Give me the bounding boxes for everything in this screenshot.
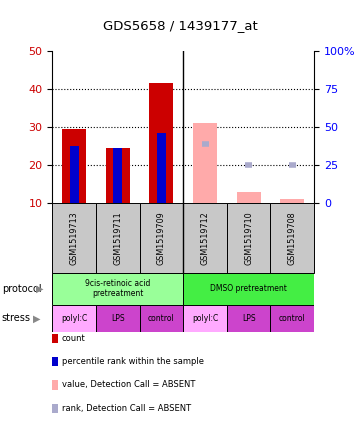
Text: polyI:C: polyI:C [192,314,218,323]
Bar [227,305,270,332]
Bar [96,203,140,273]
Bar [149,83,173,203]
Text: DMSO pretreatment: DMSO pretreatment [210,284,287,293]
Bar [140,203,183,273]
Text: control: control [148,314,175,323]
Bar [237,192,261,203]
Text: protocol: protocol [2,284,42,294]
Bar [157,133,166,203]
Bar [52,305,96,332]
Bar [270,203,314,273]
Text: GDS5658 / 1439177_at: GDS5658 / 1439177_at [103,19,258,32]
Text: value, Detection Call = ABSENT: value, Detection Call = ABSENT [61,380,195,390]
Bar [52,203,96,273]
Text: LPS: LPS [111,314,125,323]
Bar [70,146,79,203]
Bar [96,305,140,332]
Text: control: control [279,314,306,323]
Text: rank, Detection Call = ABSENT: rank, Detection Call = ABSENT [61,404,191,413]
Bar [52,273,183,305]
Bar [183,273,314,305]
Text: GSM1519712: GSM1519712 [200,211,209,265]
Text: polyI:C: polyI:C [61,314,87,323]
Text: GSM1519713: GSM1519713 [70,211,79,265]
Text: LPS: LPS [242,314,256,323]
Bar [227,203,270,273]
Bar [106,148,130,203]
Bar [270,305,314,332]
Text: GSM1519711: GSM1519711 [113,211,122,265]
Bar [183,203,227,273]
Text: GSM1519710: GSM1519710 [244,211,253,265]
Bar [183,305,227,332]
Text: stress: stress [2,313,31,323]
Text: ▶: ▶ [32,313,40,323]
Text: 9cis-retinoic acid
pretreatment: 9cis-retinoic acid pretreatment [85,279,151,298]
Text: ▶: ▶ [36,284,44,294]
Bar [62,129,86,203]
Text: GSM1519709: GSM1519709 [157,211,166,265]
Bar [193,123,217,203]
Bar [113,148,122,203]
Bar [140,305,183,332]
Text: percentile rank within the sample: percentile rank within the sample [61,357,204,366]
Text: count: count [61,334,85,343]
Bar [280,199,304,203]
Text: GSM1519708: GSM1519708 [288,211,297,265]
